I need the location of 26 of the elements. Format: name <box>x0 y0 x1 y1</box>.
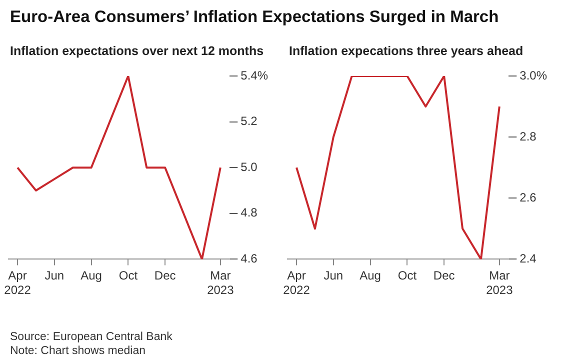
chart-title: Euro-Area Consumers’ Inflation Expectations Surged in March <box>9 7 500 28</box>
x-tick-label: Oct <box>118 268 138 283</box>
x-tick-label: Aug <box>80 268 102 283</box>
text: Note: Chart shows median <box>10 344 147 358</box>
y-tick-label: 4.6 <box>240 252 258 266</box>
x-tick-label: Oct <box>398 268 418 283</box>
x-tick-label: Apr 2022 <box>283 268 310 298</box>
y-tick-label: 2.4 <box>520 252 537 266</box>
source-note: Source: European Central Bank <box>10 330 172 344</box>
x-tick-label: Mar 2023 <box>207 268 234 298</box>
x-tick-label: Aug <box>360 268 381 283</box>
x-tick-label: Apr 2022 <box>4 268 32 298</box>
x-tick-label: Mar 2023 <box>486 268 514 298</box>
x-tick-label: Dec <box>154 268 176 283</box>
y-tick-label: 5.0 <box>240 160 258 174</box>
y-tick-label: 4.8 <box>240 206 258 220</box>
y-tick-label: 3.0% <box>520 68 548 82</box>
x-tick-label: Dec <box>433 268 455 283</box>
chart-subtitle: Inflation expectations over next 12 months <box>10 44 265 60</box>
x-tick-label: Jun <box>44 268 64 283</box>
y-tick-label: 2.8 <box>520 129 537 144</box>
y-tick-label: 5.4% <box>240 68 268 82</box>
y-tick-label: 2.6 <box>520 190 537 204</box>
x-tick-label: Jun <box>324 268 344 283</box>
y-tick-label: 5.2 <box>240 114 258 128</box>
chart-subtitle: Inflation expecations three years ahead <box>289 44 524 60</box>
